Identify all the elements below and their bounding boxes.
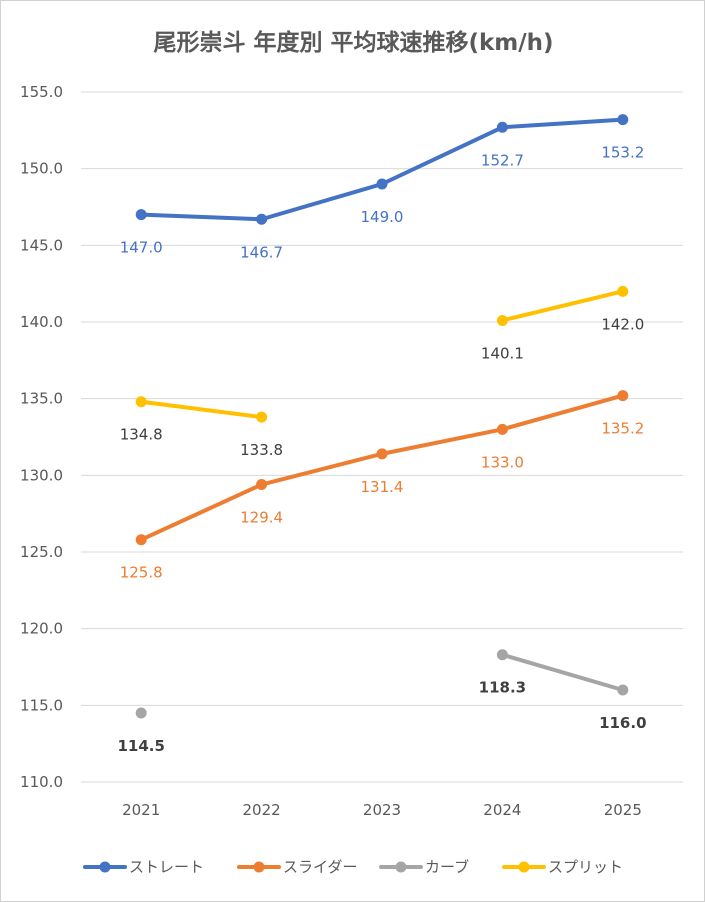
- series-0-data-label: 153.2: [601, 144, 644, 162]
- legend-label: スライダー: [283, 858, 357, 876]
- series-2-point: [617, 684, 629, 696]
- gridlines: [81, 91, 683, 783]
- y-tick-label: 145.0: [20, 236, 63, 254]
- series-0-data-label: 146.7: [240, 243, 283, 261]
- series-2-data-label: 116.0: [599, 714, 646, 732]
- series-1-point: [256, 479, 268, 491]
- series-2-point: [496, 649, 508, 661]
- series-group: [135, 114, 629, 719]
- legend-label: カーブ: [425, 858, 469, 876]
- y-tick-label: 130.0: [20, 466, 63, 484]
- series-1-data-label: 125.8: [120, 564, 163, 582]
- series-0-point: [135, 209, 147, 221]
- series-3-point: [617, 285, 629, 297]
- series-3-point: [496, 314, 508, 326]
- series-1-data-label: 131.4: [361, 478, 404, 496]
- series-3-point: [135, 396, 147, 408]
- y-tick-label: 120.0: [20, 620, 63, 638]
- series-1-data-label: 135.2: [601, 420, 644, 438]
- series-3-line: [500, 289, 625, 323]
- series-1-data-label: 133.0: [481, 453, 524, 471]
- series-2-line: [500, 652, 625, 692]
- y-tick-label: 125.0: [20, 543, 63, 561]
- y-axis-ticks: 110.0 115.0 120.0 125.0 130.0 135.0 140.0 145.0…: [20, 83, 63, 791]
- y-tick-label: 115.0: [20, 696, 63, 714]
- x-tick-label: 2023: [363, 801, 401, 819]
- series-0-point: [496, 121, 508, 133]
- series-1-data-label: 129.4: [240, 509, 283, 527]
- series-0-data-label: 152.7: [481, 151, 524, 169]
- series-1-point: [376, 448, 388, 460]
- series-0-line: [139, 117, 625, 222]
- chart-title: 尾形崇斗 年度別 平均球速推移(km/h): [153, 30, 554, 56]
- series-3-data-label: 142.0: [601, 315, 644, 333]
- x-tick-label: 2022: [243, 801, 281, 819]
- series-0-point: [256, 213, 268, 225]
- series-1-point: [135, 534, 147, 546]
- series-0-data-label: 149.0: [361, 208, 404, 226]
- legend-marker: [518, 861, 530, 873]
- series-1-point: [617, 390, 629, 402]
- legend: ストレート スライダー カーブ スプリット: [83, 858, 623, 876]
- series-2-point: [135, 707, 147, 719]
- series-3-data-label: 133.8: [240, 441, 283, 459]
- series-3-data-label: 134.8: [120, 426, 163, 444]
- series-0-data-label: 147.0: [120, 239, 163, 257]
- y-tick-label: 155.0: [20, 83, 63, 101]
- series-3-data-label: 140.1: [481, 344, 524, 362]
- series-2-data-label: 118.3: [479, 679, 526, 697]
- legend-marker: [395, 861, 407, 873]
- y-tick-label: 150.0: [20, 160, 63, 178]
- y-tick-label: 110.0: [20, 773, 63, 791]
- series-3-line: [139, 399, 264, 420]
- series-0-point: [617, 114, 629, 126]
- series-0-point: [376, 178, 388, 190]
- x-tick-label: 2024: [483, 801, 521, 819]
- x-axis-ticks: 2021 2022 2023 2024 2025: [122, 801, 642, 819]
- x-tick-label: 2021: [122, 801, 160, 819]
- y-tick-label: 140.0: [20, 313, 63, 331]
- series-2-data-label: 114.5: [117, 737, 164, 755]
- y-tick-label: 135.0: [20, 390, 63, 408]
- series-1-line: [139, 393, 625, 542]
- legend-marker: [99, 861, 111, 873]
- legend-marker: [253, 861, 265, 873]
- series-3-point: [256, 411, 268, 423]
- legend-label: ストレート: [129, 858, 204, 876]
- data-labels: 147.0 146.7 149.0 152.7 153.2 125.8 129.4 131.4…: [117, 144, 646, 755]
- legend-label: スプリット: [548, 858, 623, 876]
- x-tick-label: 2025: [604, 801, 642, 819]
- series-1-point: [496, 423, 508, 435]
